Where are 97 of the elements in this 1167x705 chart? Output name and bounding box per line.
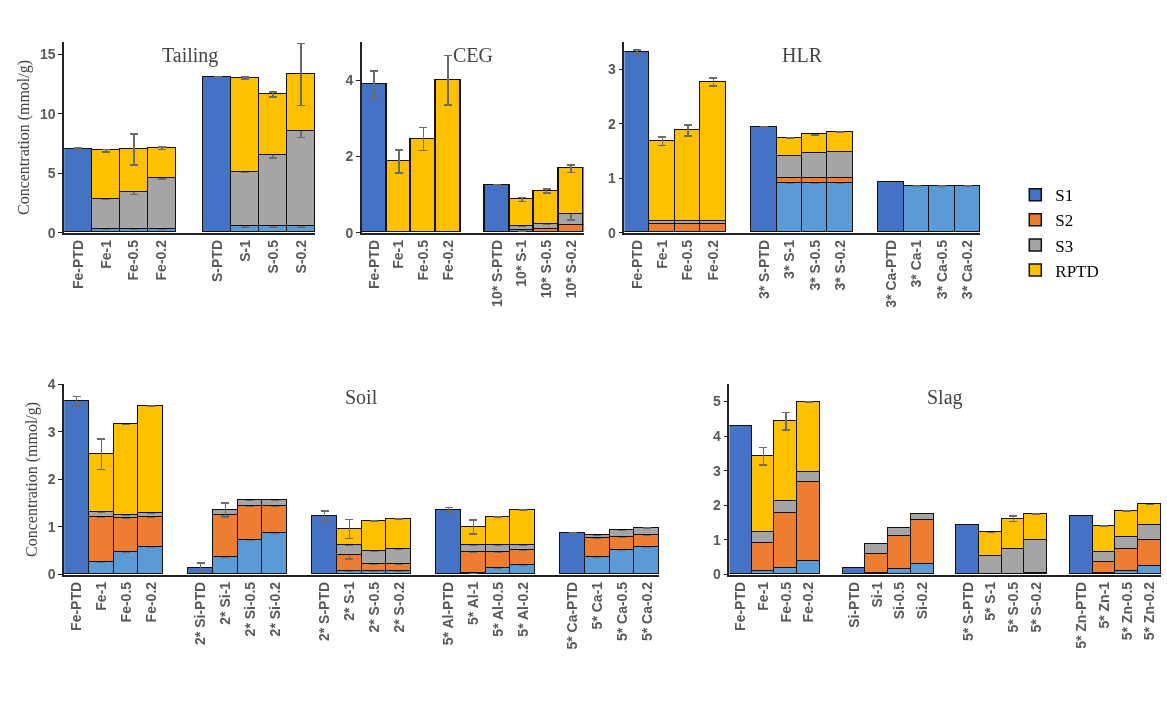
y-tick-label: 15	[40, 46, 56, 63]
x-tick-label: 3* S-1	[781, 239, 798, 279]
x-tick-label: 3* S-0.2	[831, 239, 848, 291]
x-tick-label: 3* Ca-0.5	[933, 239, 950, 300]
x-tick-label: S-1	[236, 239, 253, 262]
x-tick-label: Si-0.5	[891, 581, 908, 620]
x-tick-label: Fe-PTD	[68, 581, 85, 631]
x-tick-label: Fe-0.5	[125, 239, 142, 281]
legend-label: S3	[1055, 236, 1074, 256]
x-tick-label: 5* S-0.2	[1027, 581, 1044, 633]
x-tick-label: Fe-0.2	[153, 239, 170, 281]
chart-title: Tailing	[162, 44, 219, 67]
x-tick-label: 5* S-0.5	[1004, 581, 1021, 633]
y-axis-title: Concentration (mmol/g)	[23, 401, 42, 557]
x-tick-label: 10* S-0.5	[538, 239, 555, 299]
x-tick-label: 2* Si-0.2	[266, 581, 283, 637]
y-axis-title: Concentration (mmol/g)	[15, 59, 34, 216]
y-tick-label: 5	[47, 165, 56, 182]
y-tick-label: 10	[40, 105, 56, 122]
x-tick-label: 5* Ca-PTD	[564, 581, 581, 650]
x-tick-label: 10* S-1	[513, 239, 530, 287]
y-tick-label: 2	[608, 115, 616, 132]
y-tick-label: 4	[47, 376, 56, 393]
x-tick-label: 10* S-0.2	[562, 239, 579, 299]
x-tick-label: S-PTD	[209, 240, 226, 282]
x-tick-label: S-0.2	[292, 239, 309, 274]
x-tick-label: 5* Ca-0.2	[638, 581, 655, 642]
x-tick-label: Fe-0.5	[777, 581, 794, 623]
x-tick-label: S-0.5	[264, 239, 281, 274]
y-tick-label: 0	[47, 224, 56, 241]
x-tick-label: Fe-0.2	[439, 239, 456, 281]
x-tick-label: 2* Si-PTD	[192, 581, 209, 645]
y-tick-label: 5	[713, 393, 722, 410]
chart-title: HLR	[782, 44, 823, 66]
x-tick-label: 5* Ca-0.5	[613, 581, 630, 642]
x-tick-label: 5* Al-0.2	[514, 581, 531, 637]
x-tick-label: Fe-0.5	[117, 581, 134, 623]
x-tick-label: 5* Al-PTD	[440, 581, 457, 646]
x-tick-label: 3* S-0.5	[806, 239, 823, 291]
legend-label: RPTD	[1055, 261, 1099, 281]
chart-title: Slag	[927, 386, 963, 409]
x-tick-label: 5* S-1	[982, 581, 999, 621]
y-tick-label: 3	[47, 423, 56, 440]
x-tick-label: 2* Si-1	[216, 581, 233, 625]
x-tick-label: 2* S-0.5	[365, 581, 382, 633]
x-tick-label: Fe-0.2	[142, 581, 159, 623]
x-tick-label: Si-0.2	[914, 581, 931, 620]
y-tick-label: 3	[608, 61, 616, 78]
y-tick-label: 0	[47, 566, 56, 583]
x-tick-label: 5* Ca-1	[588, 581, 605, 630]
y-tick-label: 1	[713, 531, 722, 548]
y-tick-label: 4	[345, 72, 354, 89]
x-tick-label: 2* Si-0.5	[241, 581, 258, 637]
y-tick-label: 0	[608, 224, 616, 241]
x-tick-label: Fe-1	[654, 239, 671, 269]
chart-title: CEG	[453, 44, 493, 66]
x-tick-label: Fe-0.2	[704, 239, 721, 281]
x-tick-label: Fe-PTD	[732, 581, 749, 631]
y-tick-label: 1	[47, 518, 56, 535]
y-tick-label: 2	[47, 471, 56, 488]
x-tick-label: Fe-0.5	[414, 239, 431, 281]
x-tick-label: 5* Al-0.5	[489, 581, 506, 637]
x-tick-label: 2* S-1	[340, 581, 357, 621]
x-tick-label: 2* S-0.2	[390, 581, 407, 633]
x-tick-label: 5* Zn-PTD	[1073, 581, 1090, 649]
x-tick-label: Fe-0.2	[800, 581, 817, 623]
y-tick-label: 2	[345, 148, 354, 165]
x-tick-label: 3* Ca-0.2	[959, 239, 976, 300]
legend-label: S2	[1055, 211, 1074, 231]
x-tick-label: Fe-1	[92, 581, 109, 611]
x-tick-label: 5* Zn-1	[1095, 581, 1112, 629]
legend-label: S1	[1055, 186, 1074, 206]
x-tick-label: Fe-PTD	[628, 240, 645, 289]
y-tick-label: 0	[345, 224, 354, 241]
y-tick-label: 2	[713, 497, 722, 514]
y-tick-label: 3	[713, 462, 722, 479]
x-tick-label: Fe-1	[390, 239, 407, 269]
x-tick-label: 5* Zn-0.2	[1141, 581, 1158, 641]
x-tick-label: Fe-PTD	[365, 240, 382, 289]
x-tick-label: 3* Ca-PTD	[882, 240, 899, 308]
x-tick-label: 2* S-PTD	[316, 581, 333, 642]
x-tick-label: 5* Zn-0.5	[1118, 581, 1135, 641]
x-tick-label: Si-PTD	[845, 581, 862, 628]
x-tick-label: 3* S-PTD	[755, 240, 772, 300]
x-tick-label: 5* S-PTD	[959, 581, 976, 642]
x-tick-label: Fe-1	[97, 239, 114, 269]
y-tick-label: 0	[713, 566, 722, 583]
x-tick-label: Si-1	[868, 581, 885, 608]
x-tick-label: Fe-1	[755, 581, 772, 611]
x-tick-label: 3* Ca-1	[908, 239, 925, 288]
chart-title: Soil	[345, 386, 378, 408]
x-tick-label: 5* Al-1	[464, 581, 481, 625]
y-tick-label: 1	[608, 170, 616, 187]
x-tick-label: 10* S-PTD	[488, 240, 505, 307]
x-tick-label: Fe-PTD	[69, 240, 86, 289]
x-tick-label: Fe-0.5	[679, 239, 696, 281]
y-tick-label: 4	[713, 428, 722, 445]
